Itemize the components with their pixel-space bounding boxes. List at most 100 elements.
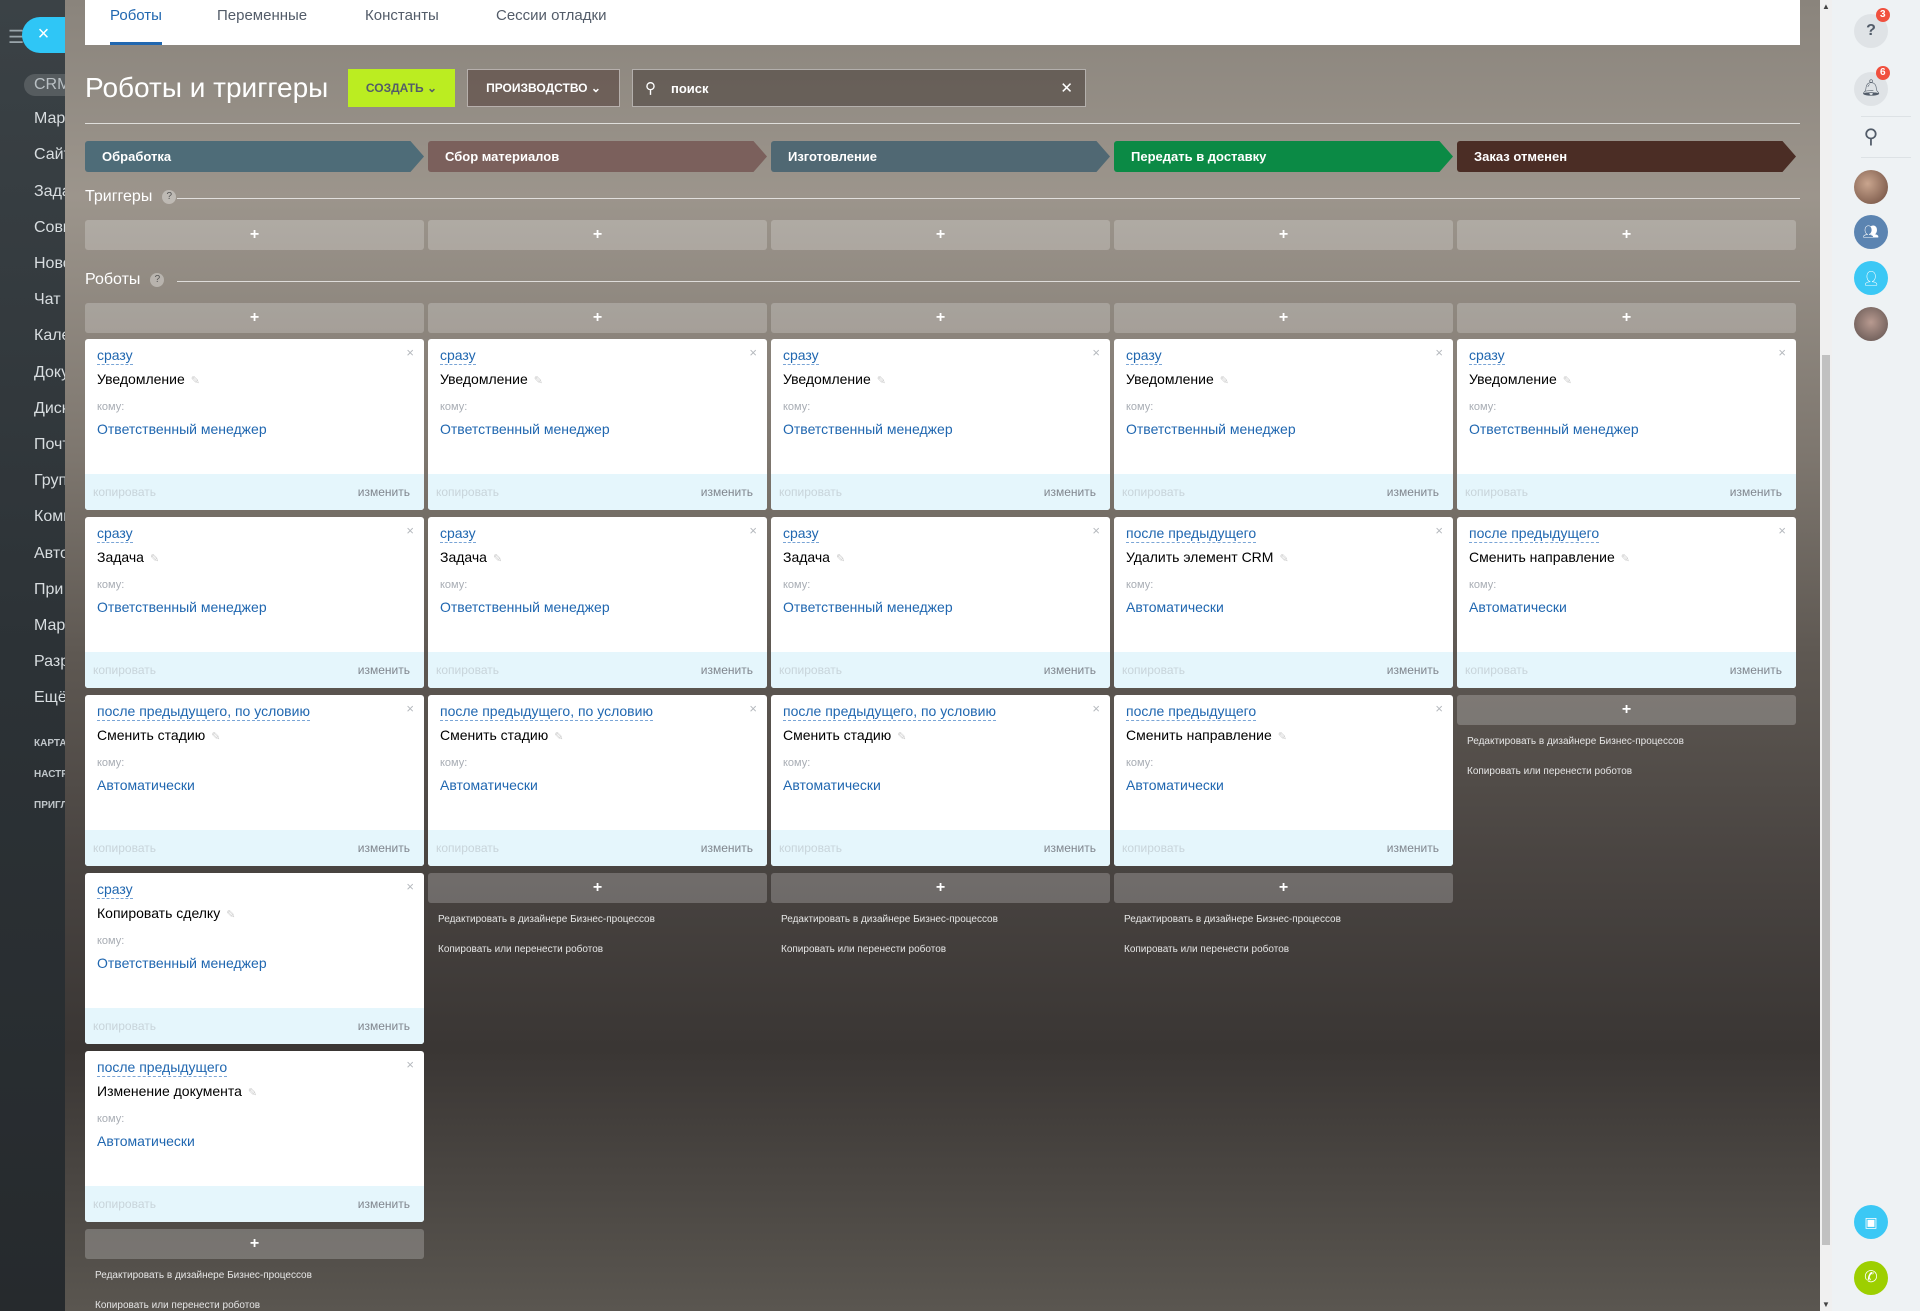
robot-card[interactable]: сразу Задача ✎ кому: Ответственный менеджер ×… bbox=[771, 517, 1110, 688]
menu-item[interactable]: Доку bbox=[34, 363, 65, 381]
edit-robot-link[interactable]: изменить bbox=[357, 841, 410, 855]
menu-item[interactable]: Авто bbox=[34, 544, 65, 562]
edit-robot-link[interactable]: изменить bbox=[357, 1019, 410, 1033]
robot-responsible-link[interactable]: Автоматически bbox=[783, 777, 881, 793]
robot-delay-link[interactable]: после предыдущего bbox=[97, 1059, 228, 1077]
scroll-down-icon[interactable]: ▼ bbox=[1822, 1300, 1830, 1309]
designer-link[interactable]: Редактировать в дизайнере Бизнес-процесс… bbox=[1124, 914, 1341, 925]
delete-robot-icon[interactable]: × bbox=[1092, 345, 1100, 360]
menu-item[interactable]: Мар bbox=[34, 110, 65, 128]
avatar[interactable] bbox=[1854, 307, 1888, 341]
pencil-icon[interactable]: ✎ bbox=[835, 553, 846, 565]
robot-delay-link[interactable]: после предыдущего, по условию bbox=[783, 703, 996, 721]
robot-card[interactable]: сразу Задача ✎ кому: Ответственный менеджер ×… bbox=[85, 517, 424, 688]
robot-delay-link[interactable]: сразу bbox=[97, 881, 133, 899]
delete-robot-icon[interactable]: × bbox=[1092, 701, 1100, 716]
robot-responsible-link[interactable]: Автоматически bbox=[1126, 777, 1224, 793]
robot-responsible-link[interactable]: Ответственный менеджер bbox=[97, 421, 267, 437]
menu-item[interactable]: Зада bbox=[34, 182, 65, 200]
add-trigger-button[interactable]: + bbox=[1457, 220, 1796, 250]
robot-delay-link[interactable]: сразу bbox=[440, 525, 476, 543]
add-robot-button[interactable]: + bbox=[1457, 303, 1796, 333]
copy-move-robots-link[interactable]: Копировать или перенести роботов bbox=[1124, 944, 1290, 955]
delete-robot-icon[interactable]: × bbox=[406, 523, 414, 538]
edit-robot-link[interactable]: изменить bbox=[1386, 663, 1439, 677]
robot-delay-link[interactable]: сразу bbox=[783, 525, 819, 543]
menu-item[interactable]: Сайт bbox=[34, 146, 65, 164]
delete-robot-icon[interactable]: × bbox=[1778, 345, 1786, 360]
pencil-icon[interactable]: ✎ bbox=[554, 731, 564, 743]
edit-robot-link[interactable]: изменить bbox=[357, 1197, 410, 1211]
robot-responsible-link[interactable]: Автоматически bbox=[97, 1133, 195, 1149]
designer-link[interactable]: Редактировать в дизайнере Бизнес-процесс… bbox=[1467, 736, 1684, 747]
tab-constants[interactable]: Константы bbox=[365, 7, 439, 24]
delete-robot-icon[interactable]: × bbox=[406, 701, 414, 716]
menu-item[interactable]: Почт bbox=[34, 436, 65, 453]
menu-item[interactable]: ПРИГЛ bbox=[34, 800, 65, 811]
group-chat-icon[interactable]: 👥︎ bbox=[1854, 215, 1888, 249]
edit-robot-link[interactable]: изменить bbox=[1386, 841, 1439, 855]
clear-icon[interactable]: ✕ bbox=[1060, 80, 1073, 97]
pencil-icon[interactable]: ✎ bbox=[226, 909, 236, 921]
designer-link[interactable]: Редактировать в дизайнере Бизнес-процесс… bbox=[781, 914, 998, 925]
scroll-up-icon[interactable]: ▲ bbox=[1822, 2, 1830, 11]
copy-robot-link[interactable]: копировать bbox=[436, 841, 500, 855]
menu-item[interactable]: CRM bbox=[24, 74, 65, 96]
avatar[interactable] bbox=[1854, 170, 1888, 204]
copy-robot-link[interactable]: копировать bbox=[93, 485, 157, 499]
robot-card[interactable]: сразу Уведомление ✎ кому: Ответственный мене… bbox=[1457, 339, 1796, 510]
edit-robot-link[interactable]: изменить bbox=[700, 485, 753, 499]
stage-0[interactable]: Обработка bbox=[85, 141, 424, 172]
add-robot-bottom-button[interactable]: + bbox=[428, 873, 767, 903]
edit-robot-link[interactable]: изменить bbox=[1043, 663, 1096, 677]
copy-robot-link[interactable]: копировать bbox=[93, 1197, 157, 1211]
add-robot-bottom-button[interactable]: + bbox=[771, 873, 1110, 903]
pencil-icon[interactable]: ✎ bbox=[149, 553, 160, 565]
stage-1[interactable]: Сбор материалов bbox=[428, 141, 767, 172]
delete-robot-icon[interactable]: × bbox=[1435, 701, 1443, 716]
edit-robot-link[interactable]: изменить bbox=[357, 663, 410, 677]
robot-delay-link[interactable]: после предыдущего, по условию bbox=[440, 703, 653, 721]
robot-delay-link[interactable]: после предыдущего bbox=[1126, 525, 1257, 543]
search-icon[interactable]: ⚲ bbox=[1863, 126, 1879, 148]
add-robot-bottom-button[interactable]: + bbox=[1114, 873, 1453, 903]
menu-item[interactable]: Груп bbox=[34, 472, 65, 490]
add-robot-button[interactable]: + bbox=[771, 303, 1110, 333]
menu-item[interactable]: Диск bbox=[34, 399, 65, 417]
delete-robot-icon[interactable]: × bbox=[1435, 523, 1443, 538]
robot-delay-link[interactable]: после предыдущего, по условию bbox=[97, 703, 310, 721]
robot-delay-link[interactable]: сразу bbox=[1126, 347, 1162, 365]
close-slider-button[interactable]: × bbox=[22, 17, 65, 53]
robot-delay-link[interactable]: после предыдущего bbox=[1126, 703, 1257, 721]
chat-icon[interactable]: ▣ bbox=[1854, 1205, 1888, 1239]
tab-robots[interactable]: Роботы bbox=[110, 7, 162, 45]
scrollbar-thumb[interactable] bbox=[1822, 355, 1830, 1245]
robot-responsible-link[interactable]: Ответственный менеджер bbox=[783, 421, 953, 437]
delete-robot-icon[interactable]: × bbox=[406, 1057, 414, 1072]
edit-robot-link[interactable]: изменить bbox=[1043, 841, 1096, 855]
copy-robot-link[interactable]: копировать bbox=[1465, 663, 1529, 677]
copy-robot-link[interactable]: копировать bbox=[779, 841, 843, 855]
robot-card[interactable]: сразу Уведомление ✎ кому: Ответственный мене… bbox=[428, 339, 767, 510]
scrollbar[interactable]: ▲ ▼ bbox=[1820, 0, 1832, 1311]
edit-robot-link[interactable]: изменить bbox=[357, 485, 410, 499]
pencil-icon[interactable]: ✎ bbox=[247, 1087, 258, 1099]
robot-card[interactable]: сразу Уведомление ✎ кому: Ответственный мене… bbox=[85, 339, 424, 510]
menu-item[interactable]: Ново bbox=[34, 255, 65, 272]
robot-card[interactable]: после предыдущего, по условию Сменить ста… bbox=[85, 695, 424, 866]
pencil-icon[interactable]: ✎ bbox=[211, 731, 221, 743]
add-robot-bottom-button[interactable]: + bbox=[85, 1229, 424, 1259]
copy-robot-link[interactable]: копировать bbox=[93, 841, 157, 855]
tab-variables[interactable]: Переменные bbox=[217, 7, 308, 24]
copy-robot-link[interactable]: копировать bbox=[1465, 485, 1529, 499]
edit-robot-link[interactable]: изменить bbox=[700, 841, 753, 855]
menu-item[interactable]: КАРТА bbox=[34, 738, 65, 749]
robot-responsible-link[interactable]: Ответственный менеджер bbox=[97, 599, 267, 615]
search-input[interactable] bbox=[671, 70, 1041, 106]
copy-move-robots-link[interactable]: Копировать или перенести роботов bbox=[438, 944, 604, 955]
robot-card[interactable]: сразу Задача ✎ кому: Ответственный менеджер ×… bbox=[428, 517, 767, 688]
add-robot-bottom-button[interactable]: + bbox=[1457, 695, 1796, 725]
robot-responsible-link[interactable]: Ответственный менеджер bbox=[1126, 421, 1296, 437]
edit-robot-link[interactable]: изменить bbox=[1729, 663, 1782, 677]
robot-delay-link[interactable]: после предыдущего bbox=[1469, 525, 1600, 543]
